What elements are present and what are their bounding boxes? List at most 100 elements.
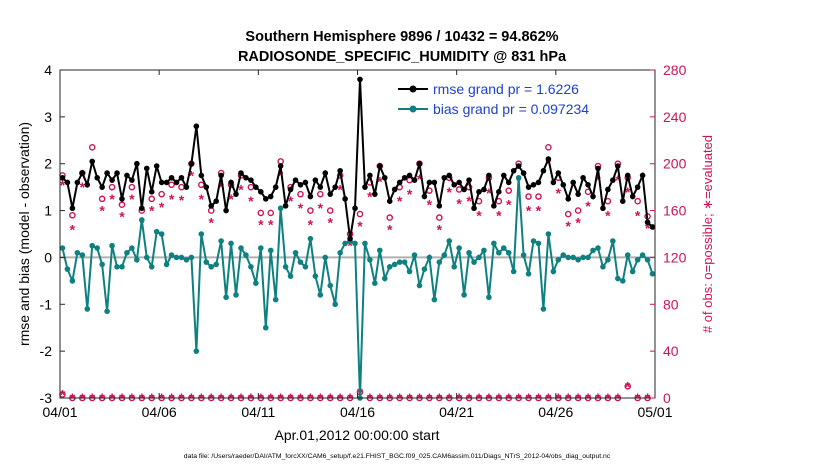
- bias-series-point: [441, 252, 448, 258]
- count-possible-marker: [158, 190, 165, 198]
- bias-series-point: [282, 264, 289, 270]
- rmse-series-point: [372, 191, 378, 197]
- bias-series-point: [515, 174, 522, 181]
- count-possible-marker: [317, 190, 324, 198]
- bias-series-point: [461, 292, 467, 298]
- rmse-series-point: [575, 191, 581, 197]
- bias-series-point: [436, 259, 443, 265]
- bias-series-point: [84, 306, 91, 312]
- bias-series-point: [590, 247, 596, 254]
- count-evaluated-marker: *: [347, 238, 353, 254]
- count-evaluated-marker: *: [99, 203, 105, 219]
- rmse-series-point: [79, 170, 86, 176]
- count-evaluated-marker: *: [615, 172, 621, 188]
- y-left-tick-label: -2: [40, 343, 53, 359]
- x-tick-label: 04/26: [538, 404, 573, 420]
- rmse-series-point: [233, 191, 239, 197]
- count-possible-marker: [564, 210, 572, 218]
- rmse-series-point: [139, 205, 145, 212]
- y-left-tick-label: 1: [44, 203, 52, 219]
- count-possible-marker: [148, 195, 156, 203]
- rmse-series-point: [262, 196, 269, 202]
- rmse-series-point: [377, 163, 383, 169]
- y-right-tick-label: 120: [663, 249, 687, 265]
- count-evaluated-marker: *: [308, 217, 314, 233]
- bias-series-point: [287, 273, 294, 279]
- count-evaluated-marker: *: [169, 191, 175, 207]
- rmse-series-point: [69, 205, 76, 212]
- count-possible-marker: [168, 181, 175, 189]
- bias-series-point: [134, 256, 140, 263]
- bias-series-point: [104, 308, 110, 315]
- bias-series-point: [307, 235, 314, 242]
- rmse-series-point: [243, 174, 249, 181]
- bias-series-point: [109, 242, 115, 249]
- legend: rmse grand pr = 1.6226 bias grand pr = 0…: [398, 81, 589, 117]
- rmse-series-point: [74, 179, 81, 186]
- count-evaluated-marker: *: [496, 207, 502, 223]
- rmse-series-point: [466, 177, 472, 183]
- count-evaluated-marker: *: [149, 203, 155, 219]
- rmse-series-point: [153, 163, 160, 169]
- count-evaluated-marker: *: [179, 192, 185, 208]
- low-count-possible-marker: [624, 382, 632, 390]
- y-left-tick-label: 0: [44, 249, 52, 265]
- y-right-tick-label: 280: [663, 62, 687, 78]
- count-evaluated-marker: *: [228, 191, 234, 207]
- count-possible-marker: [88, 144, 96, 151]
- count-evaluated-marker: *: [397, 193, 403, 209]
- rmse-series-point: [203, 184, 210, 190]
- bias-series-point: [585, 254, 591, 261]
- rmse-series-point: [411, 177, 418, 183]
- rmse-series-point: [188, 160, 195, 167]
- bias-series-point: [59, 245, 66, 251]
- rmse-series-point: [461, 186, 467, 193]
- legend-bias-label: bias grand pr = 0.097234: [433, 101, 589, 117]
- bias-series-point: [267, 247, 274, 254]
- rmse-series-point: [520, 170, 527, 176]
- count-possible-marker: [98, 195, 106, 203]
- bias-series-point: [466, 249, 472, 256]
- bias-series-point: [406, 268, 413, 275]
- legend-rmse-marker: [409, 85, 417, 93]
- count-evaluated-marker: *: [328, 214, 334, 230]
- rmse-series-point: [481, 186, 487, 193]
- bias-series-point: [148, 264, 155, 270]
- count-possible-marker: [128, 183, 136, 191]
- rmse-series-point: [555, 170, 562, 176]
- bias-series-point: [600, 264, 606, 270]
- bias-series-point: [183, 256, 190, 263]
- rmse-series-point: [510, 167, 517, 174]
- rmse-series-point: [624, 172, 631, 179]
- count-evaluated-marker: *: [129, 191, 135, 207]
- y-right-tick-label: 200: [663, 156, 687, 172]
- rmse-series-point: [401, 174, 408, 181]
- bias-series-point: [233, 292, 239, 298]
- count-evaluated-marker: *: [238, 181, 244, 197]
- rmse-series-point: [352, 205, 358, 212]
- count-evaluated-marker: *: [387, 221, 393, 237]
- count-evaluated-marker: *: [268, 217, 274, 233]
- rmse-series-point: [124, 172, 130, 179]
- rmse-series-point: [213, 198, 219, 204]
- chart-title-line1: Southern Hemisphere 9896 / 10432 = 94.86…: [245, 29, 558, 45]
- count-evaluated-marker: *: [526, 203, 532, 219]
- bias-series-point: [491, 240, 497, 247]
- bias-series-point: [421, 266, 428, 272]
- y-left-tick-label: 2: [44, 156, 52, 172]
- y-right-tick-label: 0: [663, 390, 671, 406]
- bias-series-point: [258, 245, 264, 251]
- bias-series-point: [471, 259, 477, 265]
- rmse-series-point: [545, 156, 552, 162]
- rmse-series-point: [248, 177, 254, 183]
- rmse-series-point: [416, 160, 423, 167]
- bias-series-point: [322, 254, 329, 261]
- legend-rmse-label: rmse grand pr = 1.6226: [433, 81, 579, 97]
- rmse-series-point: [486, 172, 492, 179]
- rmse-series-point: [456, 179, 462, 186]
- x-tick-label: 05/01: [637, 404, 672, 420]
- left-axis: 4 3 2 1 0 -1 -2 -3: [40, 62, 65, 406]
- count-markers-layer: ******** ** ********* *** *********** ****** *…: [59, 144, 651, 254]
- rmse-series-point: [610, 177, 616, 183]
- rmse-series-point: [312, 177, 319, 183]
